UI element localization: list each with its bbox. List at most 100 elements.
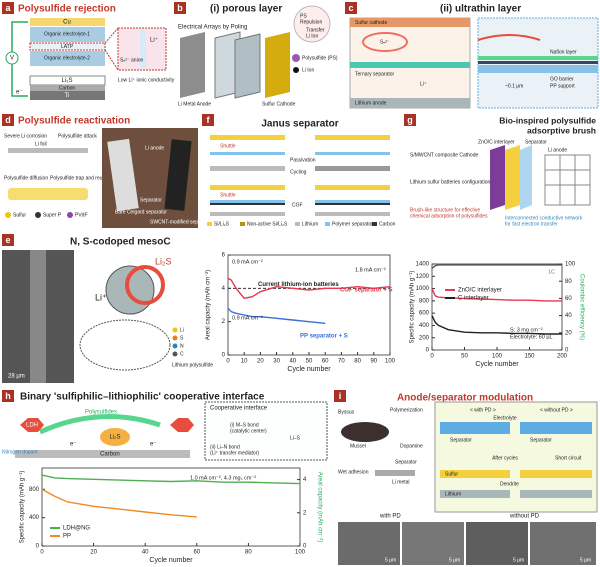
label: Li anode <box>548 147 567 153</box>
cathode <box>315 135 390 140</box>
label: Sₙ²⁻ <box>380 39 390 45</box>
label: Cu <box>63 20 71 26</box>
x-tick-label: 60 <box>322 359 329 365</box>
annotation: 0.9 mA cm⁻² <box>232 259 263 265</box>
panel-letter: h <box>5 391 11 401</box>
label: Sₙ²⁻ anion <box>120 57 143 63</box>
label: PP support <box>550 83 575 89</box>
label: Repulsion <box>300 19 322 25</box>
layer <box>30 27 105 42</box>
atom <box>172 343 178 349</box>
x-tick-label: 20 <box>257 359 264 365</box>
y-tick-label: 2 <box>222 319 226 325</box>
array <box>234 33 261 99</box>
cycle-arrow <box>125 265 165 305</box>
label: Transfer <box>306 27 325 33</box>
panel-d: d Polysulfide reactivation Severe Li cor… <box>2 114 211 228</box>
label: PS <box>300 13 307 19</box>
x-tick-label: 50 <box>461 354 468 360</box>
label: Sulfur Cathode <box>262 101 296 107</box>
label: Li₂S <box>61 78 72 84</box>
panel-letter: g <box>407 115 413 125</box>
atom <box>172 327 178 333</box>
y2-tick-label: 80 <box>565 279 572 285</box>
y-tick-label: 0 <box>426 348 430 354</box>
label: Polysulfides <box>85 410 117 416</box>
separator <box>315 152 390 155</box>
label: Cycling <box>290 169 307 175</box>
anode <box>315 166 390 171</box>
y2-tick-label: 100 <box>565 262 576 268</box>
x-axis-label: Cycle number <box>475 361 519 368</box>
label: Lithium polysulfide <box>172 362 213 368</box>
x-axis-label: Cycle number <box>149 557 193 564</box>
panel-letter: a <box>5 3 11 13</box>
annotation: 1C <box>548 269 555 275</box>
x-tick-label: 80 <box>354 359 361 365</box>
y-axis-label: Specific capacity (mAh g⁻¹) <box>20 471 26 544</box>
cathode <box>210 135 285 140</box>
label: Brush-like structure for effective <box>410 207 480 213</box>
label: Interconnected conductive network <box>505 215 583 221</box>
carbon <box>15 450 190 458</box>
data-line <box>431 288 562 302</box>
label: 5 μm <box>513 557 524 563</box>
x-tick-label: 0 <box>40 550 44 556</box>
label: Li⁺ <box>420 81 427 87</box>
label: Shuttle <box>220 143 236 149</box>
li-metal <box>375 470 415 476</box>
panel-title: Binary 'sulfiphilic–lithiophilic' cooper… <box>20 392 265 403</box>
label: Dendrite <box>500 481 519 487</box>
network <box>544 154 591 206</box>
x-tick-label: 40 <box>142 550 149 556</box>
series-label: PP separator + S <box>300 334 348 340</box>
label: (ii) Li–N bond <box>210 444 240 450</box>
label: Dopamine <box>400 443 423 449</box>
separator <box>440 422 510 434</box>
anode <box>350 98 470 108</box>
label: Separator <box>530 437 552 443</box>
cgf <box>210 203 285 205</box>
letter-badge <box>345 2 357 14</box>
label: CGF <box>292 202 303 208</box>
reference-label: Current lithium-ion batteries <box>258 282 339 288</box>
label: Nafion layer <box>550 49 577 55</box>
x-tick-label: 10 <box>241 359 248 365</box>
label: Sulfur <box>445 471 458 477</box>
label: Li <box>180 327 184 333</box>
y-tick-label: 1000 <box>416 286 430 292</box>
data-line <box>431 264 562 269</box>
y2-tick-label: 0 <box>565 348 569 354</box>
panel-letter: d <box>5 115 11 125</box>
cathode <box>210 185 285 190</box>
panel-b: b (i) porous layer Electrical Arrays by … <box>174 2 338 107</box>
panel-c: c (ii) ultrathin layer Sulfur cathode Sₙ… <box>345 2 599 109</box>
y2-tick-label: 40 <box>565 313 572 319</box>
lithium <box>520 490 592 498</box>
cathode <box>315 185 390 190</box>
x-tick-label: 70 <box>338 359 345 365</box>
label: Byssus <box>338 409 355 415</box>
x-tick-label: 100 <box>385 359 396 365</box>
panel-title: N, S-codoped mesoC <box>70 237 171 248</box>
voltmeter <box>5 51 19 65</box>
cathode <box>265 32 290 98</box>
membrane <box>140 30 146 68</box>
x-tick-label: 0 <box>226 359 230 365</box>
lithium <box>440 490 510 498</box>
inset <box>293 5 331 43</box>
legend-label: LDH@NG <box>63 526 90 532</box>
label: e⁻ <box>150 442 157 448</box>
label: Polysulfide trap and reuse <box>50 175 108 181</box>
separator-photo <box>164 139 192 211</box>
anode <box>315 212 390 216</box>
layer <box>30 51 105 66</box>
data-line <box>227 307 326 324</box>
legend-label: C interlayer <box>458 296 489 302</box>
label: Bare Celgard separator <box>115 209 167 215</box>
label: Polysulfide diffusion <box>4 175 48 181</box>
label: < with PD > <box>470 407 496 413</box>
y-tick-label: 400 <box>29 515 40 521</box>
x-tick-label: 100 <box>492 354 503 360</box>
x-tick-label: 0 <box>430 354 434 360</box>
